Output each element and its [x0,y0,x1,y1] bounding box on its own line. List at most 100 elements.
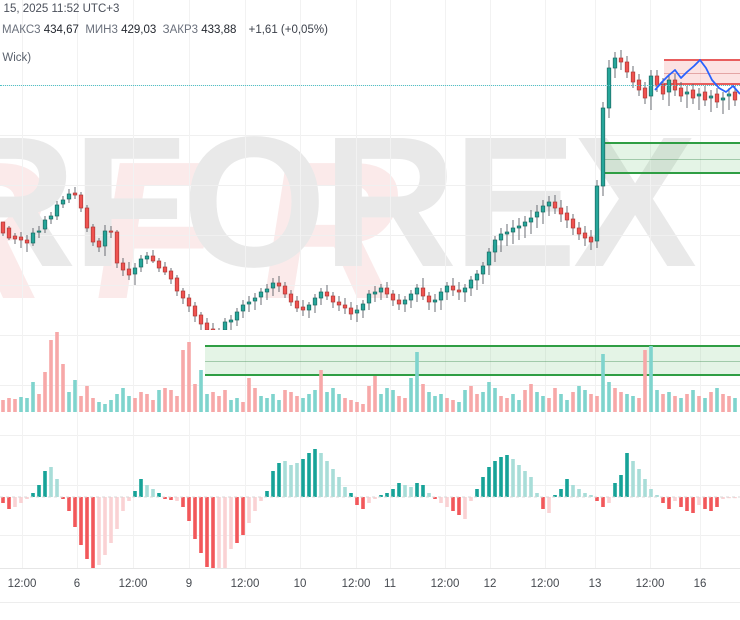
candle-body [636,79,642,91]
oscillator-bar [457,497,461,515]
volume-bar [721,394,725,412]
volume-bar [7,398,11,412]
volume-bar [13,399,17,412]
candle-body [660,83,666,95]
oscillator-bar [205,497,209,567]
candle-body [186,297,192,307]
oscillator-bar [31,493,35,497]
volume-bar [337,394,341,412]
oscillator-bar [613,483,617,497]
volume-bar [31,382,35,412]
oscillator-bar [289,465,293,497]
oscillator-bar [373,497,377,499]
oscillator-bar [541,497,545,509]
volume-bar [427,392,431,412]
oscillator-bar [553,495,557,497]
candle-body [336,301,342,306]
candle-body [528,217,534,223]
volume-bar [583,390,587,412]
candle-body [594,185,600,242]
candle-body [66,193,72,200]
oscillator-bar [397,483,401,497]
oscillator-bar [505,455,509,497]
volume-bar [349,400,353,412]
oscillator-bar [223,497,227,568]
candle-body [624,61,630,73]
candle-body [702,91,708,101]
volume-bar [361,404,365,412]
oscillator-bar [259,497,263,501]
candle-body [270,282,276,289]
oscillator-bar [631,461,635,497]
candle-body [498,233,504,241]
oscillator-bar [169,497,173,500]
candle-body [36,230,42,233]
volume-bar [37,394,41,412]
volume-bar [61,364,65,412]
close-label: ЗАКР3 [162,24,199,36]
candle-body [402,299,408,305]
candle-body [96,240,102,248]
oscillator-bar [679,497,683,507]
candle-body [300,306,306,311]
candle-body [132,267,138,275]
candle-body [156,260,162,269]
axis-tick-label: 13 [588,578,602,590]
oscillator-bar [295,463,299,497]
oscillator-bar [709,497,713,511]
volume-bar [289,392,293,412]
candle-body [90,226,96,243]
oscillator-bar [355,497,359,505]
volume-bar [241,402,245,412]
candle-body [234,311,240,321]
candle-body [246,301,252,305]
volume-bar [139,392,143,412]
volume-bar [211,392,215,412]
candle-body [330,295,336,303]
oscillator-bar [427,493,431,497]
oscillator-bar [589,495,593,497]
axis-tick-label: 12:00 [530,578,560,590]
candle-body [516,225,522,229]
candle-body [684,91,690,95]
oscillator-bar [67,497,71,511]
oscillator-pane[interactable] [0,418,740,568]
candle-body [210,328,216,330]
volume-bar [307,394,311,412]
candle-body [126,268,132,276]
oscillator-bar [325,461,329,497]
axis-tick-label: 12:00 [635,578,665,590]
time-axis[interactable]: 12:00 6 12:00 9 12:00 10 12:00 11 12:00 12 12:00 13… [0,569,740,620]
oscillator-bar [379,495,383,497]
candle-body [720,97,726,101]
candle-body [162,266,168,273]
candle-body [54,204,60,217]
oscillator-bar [409,487,413,497]
candle-body [450,285,456,291]
oscillator-bar [565,479,569,497]
candle-body [678,87,684,97]
oscillator-bar [181,497,185,507]
oscillator-bar [313,449,317,497]
oscillator-bar [685,497,689,511]
volume-bar [103,404,107,412]
oscillator-bar [619,475,623,497]
price-pane[interactable] [0,0,740,330]
volume-bar [133,398,137,412]
axis-tick-label: 9 [185,578,193,590]
candle-body [612,57,618,69]
volume-bar [127,396,131,412]
oscillator-bar [487,467,491,497]
volume-bar [403,398,407,412]
candle-body [366,293,372,304]
volume-bar [265,398,269,412]
volume-bar [145,394,149,412]
candle-body [420,287,426,297]
volume-pane[interactable] [0,318,740,418]
high-value: 434,67 [43,24,79,36]
volume-bar [25,398,29,412]
volume-bar [43,372,47,412]
oscillator-bar [97,497,101,565]
oscillator-bar [79,497,83,545]
